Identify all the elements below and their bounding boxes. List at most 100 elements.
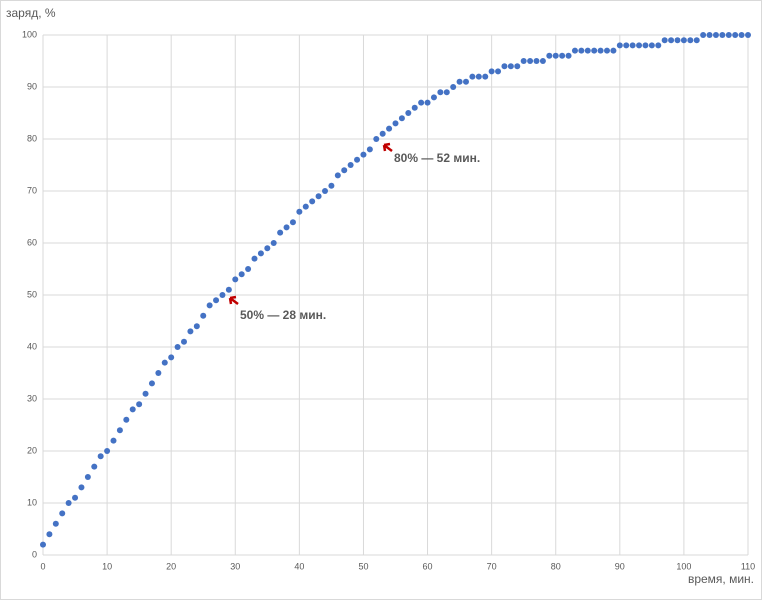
point — [142, 390, 149, 397]
x-tick-label: 80 — [551, 561, 561, 571]
point — [546, 52, 553, 59]
point — [578, 47, 585, 54]
point — [315, 193, 322, 200]
point — [116, 427, 123, 434]
point — [520, 58, 527, 64]
point — [668, 37, 675, 44]
point — [309, 198, 316, 205]
point — [623, 42, 630, 49]
point — [398, 115, 405, 122]
point — [322, 188, 328, 194]
point — [597, 47, 604, 54]
point — [225, 286, 232, 293]
point — [366, 146, 373, 153]
point — [738, 32, 745, 38]
point — [514, 63, 521, 70]
point — [270, 240, 277, 246]
point — [123, 416, 130, 423]
point — [129, 406, 136, 413]
point — [533, 58, 540, 64]
point — [264, 245, 271, 252]
point — [110, 437, 117, 444]
points — [40, 32, 751, 548]
x-tick-label: 0 — [40, 561, 45, 571]
x-tick-label: 20 — [166, 561, 176, 571]
point — [46, 531, 53, 538]
point — [168, 354, 175, 361]
point — [238, 271, 245, 278]
point — [693, 37, 700, 44]
point — [59, 510, 66, 517]
y-tick-label: 40 — [27, 341, 37, 351]
x-tick-label: 100 — [676, 561, 691, 571]
point — [341, 167, 348, 174]
x-tick-label: 10 — [102, 561, 112, 571]
point — [257, 250, 264, 257]
point — [443, 89, 450, 96]
point — [213, 297, 220, 304]
point — [501, 63, 508, 70]
point — [507, 63, 514, 70]
point — [636, 42, 643, 49]
point — [430, 94, 437, 101]
point — [405, 110, 412, 116]
grid — [42, 34, 749, 556]
point — [629, 42, 636, 49]
x-tick-label: 110 — [741, 561, 755, 571]
point — [328, 182, 335, 189]
point — [40, 541, 46, 548]
point — [463, 78, 469, 85]
point — [360, 151, 367, 158]
point — [424, 99, 431, 106]
y-tick-label: 10 — [27, 497, 37, 507]
point — [200, 312, 207, 319]
point — [206, 302, 213, 309]
point — [732, 32, 739, 38]
point — [354, 156, 361, 163]
y-tick-label: 50 — [27, 289, 37, 299]
point — [91, 463, 98, 470]
y-tick-label: 100 — [22, 29, 37, 39]
point — [616, 42, 623, 49]
point — [418, 99, 425, 106]
point — [72, 494, 79, 501]
point — [706, 32, 713, 38]
point — [437, 89, 444, 96]
point — [181, 338, 187, 345]
point — [559, 52, 566, 59]
point — [148, 380, 155, 387]
point — [648, 42, 655, 49]
y-tick-label: 90 — [27, 81, 37, 91]
y-tick-label: 60 — [27, 237, 37, 247]
x-tick-label: 70 — [487, 561, 497, 571]
point — [386, 125, 393, 132]
point — [283, 224, 290, 231]
point — [187, 328, 194, 335]
arrow — [228, 295, 239, 305]
point — [245, 266, 252, 272]
point — [411, 104, 418, 111]
annotation: 50% — 28 мин. — [240, 308, 326, 322]
point — [719, 32, 726, 38]
point — [65, 500, 72, 506]
point — [277, 229, 284, 236]
y-tick-label: 20 — [27, 445, 37, 455]
x-tick-label: 60 — [423, 561, 433, 571]
point — [450, 84, 457, 90]
point — [475, 73, 482, 80]
point — [674, 37, 681, 44]
point — [251, 255, 258, 262]
point — [687, 37, 694, 44]
point — [700, 32, 707, 38]
point — [161, 359, 168, 366]
point — [469, 73, 476, 80]
point — [565, 52, 572, 59]
point — [527, 58, 534, 64]
x-tick-label: 30 — [230, 561, 240, 571]
y-tick-label: 30 — [27, 393, 37, 403]
point — [661, 37, 668, 44]
point — [219, 292, 226, 298]
point — [680, 37, 687, 44]
